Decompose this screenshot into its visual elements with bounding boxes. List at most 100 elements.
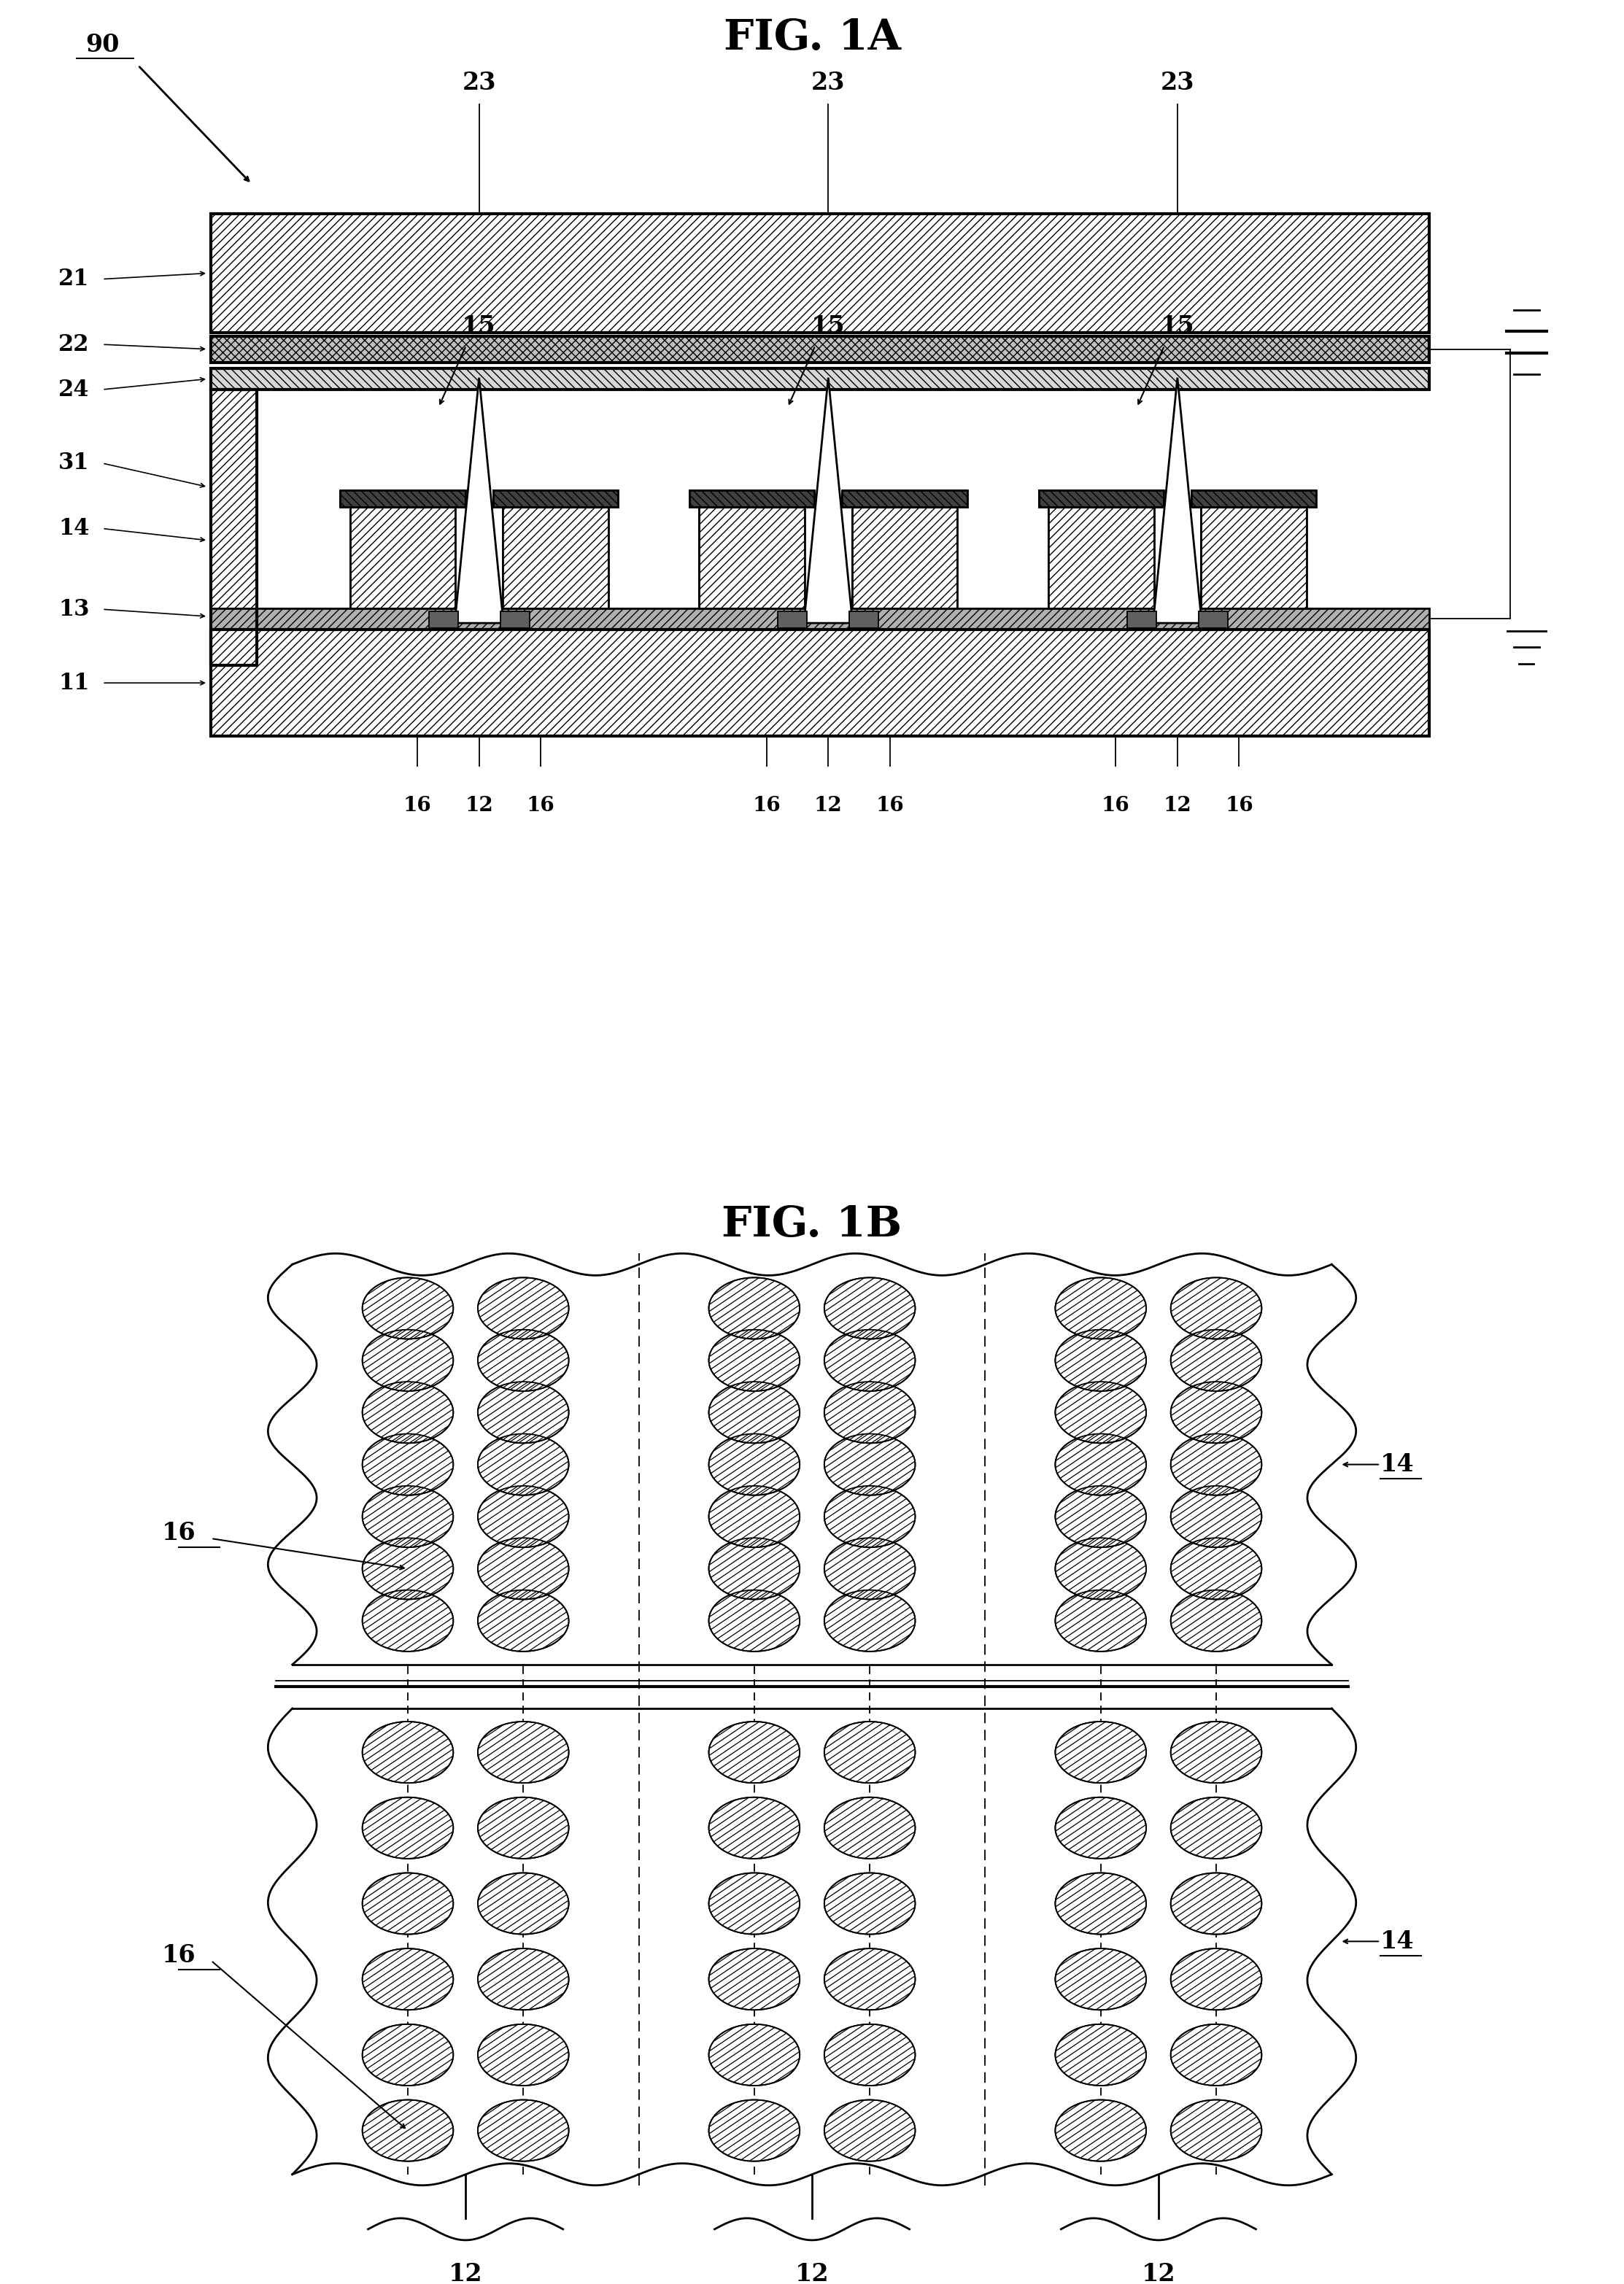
Bar <box>429 612 458 628</box>
Bar <box>341 491 464 507</box>
Circle shape <box>362 1590 453 1651</box>
Circle shape <box>708 1537 799 1599</box>
Circle shape <box>477 1434 568 1496</box>
Text: 14: 14 <box>1380 1930 1415 1953</box>
Bar <box>1049 507 1155 608</box>
Circle shape <box>708 1590 799 1651</box>
Text: 12: 12 <box>796 2261 828 2284</box>
Text: 90: 90 <box>86 32 119 57</box>
Circle shape <box>477 1798 568 1859</box>
Bar <box>853 507 958 608</box>
Circle shape <box>362 1329 453 1391</box>
Circle shape <box>708 1434 799 1496</box>
Circle shape <box>708 1948 799 2010</box>
Circle shape <box>362 1798 453 1859</box>
Circle shape <box>1171 2024 1262 2085</box>
Text: 16: 16 <box>162 1521 195 1544</box>
Circle shape <box>1056 1948 1147 2010</box>
Bar <box>1039 491 1163 507</box>
Circle shape <box>1056 1329 1147 1391</box>
Bar <box>690 491 814 507</box>
Circle shape <box>1171 1798 1262 1859</box>
Text: 15: 15 <box>812 315 844 338</box>
Circle shape <box>362 1277 453 1338</box>
Circle shape <box>477 1329 568 1391</box>
Text: 16: 16 <box>162 1944 195 1967</box>
Circle shape <box>1056 1537 1147 1599</box>
Text: 12: 12 <box>448 2261 482 2284</box>
Circle shape <box>362 2099 453 2161</box>
Bar <box>211 391 257 665</box>
Circle shape <box>477 1590 568 1651</box>
Circle shape <box>1056 1590 1147 1651</box>
Bar <box>1202 507 1306 608</box>
Circle shape <box>708 2024 799 2085</box>
Text: 15: 15 <box>1161 315 1194 338</box>
Bar <box>1192 491 1315 507</box>
Bar <box>778 612 807 628</box>
Bar <box>843 491 968 507</box>
Bar <box>351 507 455 608</box>
Circle shape <box>708 1722 799 1784</box>
Circle shape <box>1056 1798 1147 1859</box>
Bar <box>1202 507 1306 608</box>
Circle shape <box>1171 1590 1262 1651</box>
Bar <box>211 215 1429 333</box>
Text: 12: 12 <box>1142 2261 1176 2284</box>
Circle shape <box>825 1537 916 1599</box>
Circle shape <box>825 1277 916 1338</box>
Bar <box>1039 491 1163 507</box>
Text: 14: 14 <box>1380 1453 1415 1475</box>
Text: 13: 13 <box>58 598 89 621</box>
Circle shape <box>1056 1277 1147 1338</box>
Circle shape <box>362 1487 453 1546</box>
Bar <box>1127 612 1156 628</box>
Circle shape <box>1171 1382 1262 1443</box>
Circle shape <box>825 1329 916 1391</box>
Circle shape <box>1056 1382 1147 1443</box>
Circle shape <box>477 2099 568 2161</box>
Text: FIG. 1B: FIG. 1B <box>721 1204 903 1245</box>
Text: 12: 12 <box>1163 795 1192 815</box>
Bar <box>503 507 607 608</box>
Bar <box>211 630 1429 735</box>
Bar <box>341 491 464 507</box>
Text: 16: 16 <box>403 795 432 815</box>
Circle shape <box>1171 2099 1262 2161</box>
Bar <box>211 368 1429 391</box>
Text: 22: 22 <box>58 333 89 356</box>
Circle shape <box>1056 1873 1147 1935</box>
Circle shape <box>825 1590 916 1651</box>
Circle shape <box>708 2099 799 2161</box>
Circle shape <box>825 1434 916 1496</box>
Text: 31: 31 <box>58 452 89 475</box>
Circle shape <box>362 1948 453 2010</box>
Bar <box>211 336 1429 363</box>
Text: 12: 12 <box>814 795 843 815</box>
Circle shape <box>1056 2024 1147 2085</box>
Circle shape <box>825 1382 916 1443</box>
Circle shape <box>362 1382 453 1443</box>
Circle shape <box>477 1382 568 1443</box>
Circle shape <box>825 1722 916 1784</box>
Circle shape <box>825 1873 916 1935</box>
Bar <box>211 608 1429 630</box>
Bar <box>700 507 806 608</box>
Circle shape <box>825 2099 916 2161</box>
Circle shape <box>477 1277 568 1338</box>
Bar <box>211 630 1429 735</box>
Circle shape <box>1171 1487 1262 1546</box>
Circle shape <box>362 1537 453 1599</box>
Bar <box>843 491 968 507</box>
Polygon shape <box>804 377 853 624</box>
Circle shape <box>477 1722 568 1784</box>
Bar <box>211 336 1429 363</box>
Text: 16: 16 <box>752 795 781 815</box>
Text: 16: 16 <box>875 795 905 815</box>
Circle shape <box>1171 1948 1262 2010</box>
Circle shape <box>477 1873 568 1935</box>
Circle shape <box>1056 1722 1147 1784</box>
Text: 16: 16 <box>1101 795 1130 815</box>
Bar <box>1049 507 1155 608</box>
Text: 16: 16 <box>526 795 555 815</box>
